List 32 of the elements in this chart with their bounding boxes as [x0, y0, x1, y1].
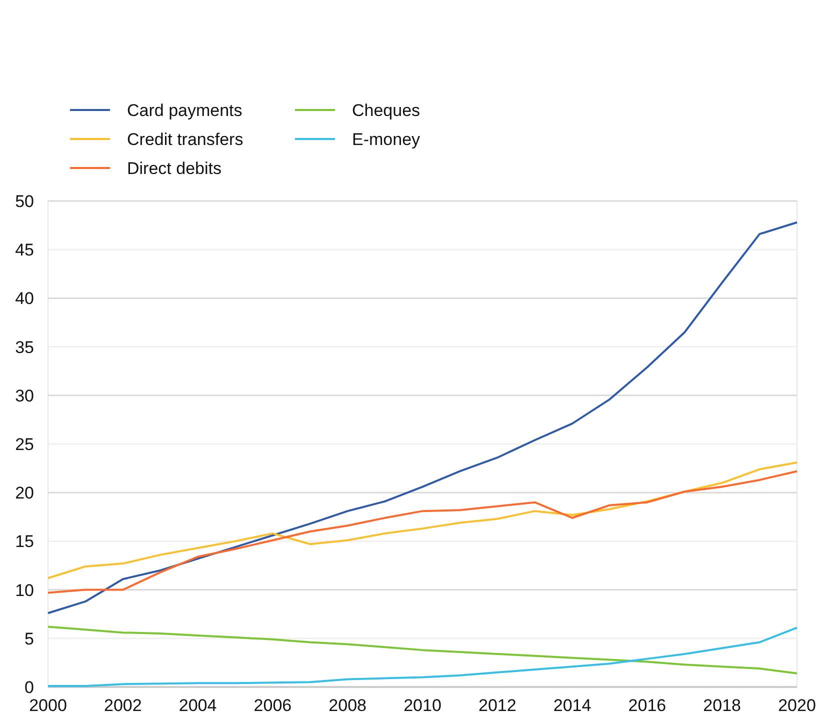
y-tick-label: 30 — [15, 386, 34, 406]
legend-label: Direct debits — [127, 158, 222, 178]
x-tick-label: 2018 — [703, 696, 742, 715]
legend-label: Card payments — [127, 100, 242, 120]
line-series — [47, 221, 798, 614]
x-tick-label: 2000 — [29, 696, 67, 715]
x-tick-label: 2002 — [104, 696, 142, 715]
x-tick-label: 2020 — [778, 696, 816, 715]
y-tick-label: 5 — [24, 629, 34, 648]
y-tick-label: 45 — [15, 240, 34, 260]
x-tick-label: 2014 — [553, 696, 592, 715]
y-tick-label: 50 — [15, 192, 34, 211]
y-tick-label: 35 — [15, 338, 34, 357]
x-tick-label: 2012 — [478, 696, 516, 715]
line-series — [47, 626, 798, 688]
x-tick-label: 2010 — [404, 696, 442, 715]
legend-label: Credit transfers — [127, 130, 244, 149]
x-tick-label: 2016 — [628, 696, 666, 715]
y-tick-label: 20 — [15, 484, 34, 503]
legend-label: Cheques — [352, 100, 420, 120]
x-tick-label: 2008 — [328, 696, 367, 715]
y-tick-label: 25 — [15, 434, 34, 454]
line-series — [47, 470, 798, 594]
x-tick-label: 2006 — [254, 696, 292, 715]
x-tick-label: 2004 — [178, 696, 217, 715]
line-series — [47, 626, 798, 674]
y-tick-label: 0 — [24, 678, 34, 697]
y-tick-label: 40 — [15, 289, 34, 308]
y-tick-label: 10 — [15, 580, 34, 600]
legend-label: E-money — [352, 130, 421, 149]
line-series — [47, 461, 798, 580]
y-tick-label: 15 — [15, 532, 34, 552]
